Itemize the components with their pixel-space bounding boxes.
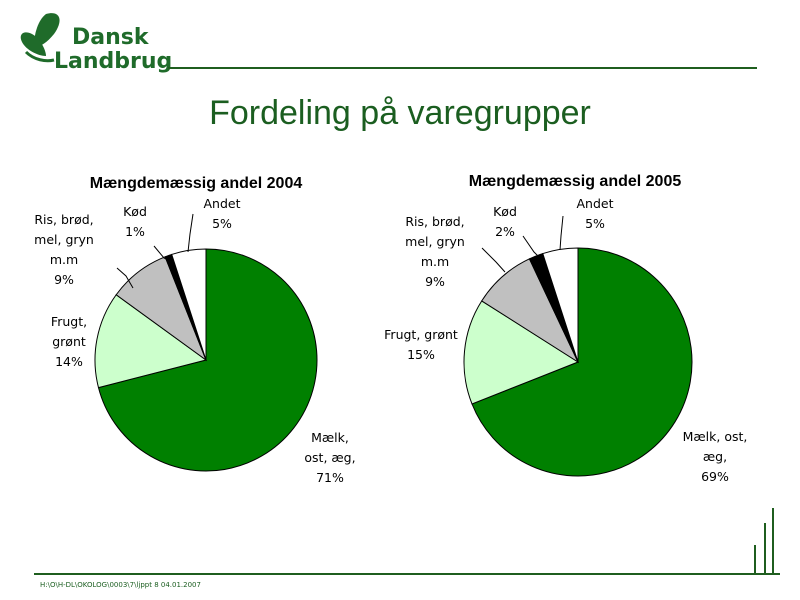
leader-line-andet bbox=[559, 215, 564, 251]
data-label-ris: m.m bbox=[50, 252, 78, 267]
decor-bar-1 bbox=[754, 545, 756, 573]
data-label-andet: 5% bbox=[585, 216, 605, 231]
logo-text-line2: Landbrug bbox=[54, 49, 173, 74]
page-title: Fordeling på varegrupper bbox=[209, 94, 591, 132]
data-label-maelk: 71% bbox=[316, 470, 344, 485]
footer-path-text: H:\O\H-DL\OKOLOG\0003\7\ljppt 8 04.01.20… bbox=[40, 581, 201, 589]
pie-chart-2004: Mængdemæssig andel 2004 Mælk, ost, æg, 71% F… bbox=[34, 175, 355, 485]
slice-maelk bbox=[97, 248, 318, 472]
data-label-andet: 5% bbox=[212, 216, 232, 231]
header-rule bbox=[168, 67, 757, 69]
leader-line-koed bbox=[153, 245, 173, 263]
data-label-maelk: ost, æg, bbox=[304, 450, 355, 465]
data-label-maelk: Mælk, ost, bbox=[683, 429, 748, 444]
data-label-maelk: Mælk, bbox=[311, 430, 349, 445]
data-label-ris: mel, gryn bbox=[34, 232, 94, 247]
slice-frugt bbox=[463, 300, 580, 405]
data-label-frugt: Frugt, bbox=[51, 314, 87, 329]
data-label-frugt: Frugt, grønt bbox=[384, 327, 458, 342]
decor-bar-2 bbox=[764, 523, 766, 573]
data-label-ris: mel, gryn bbox=[405, 234, 465, 249]
data-label-ris: m.m bbox=[421, 254, 449, 269]
leader-line-ris bbox=[481, 247, 506, 273]
data-label-koed: Kød bbox=[493, 204, 517, 219]
data-label-frugt: grønt bbox=[52, 334, 86, 349]
data-label-koed: 1% bbox=[125, 224, 145, 239]
leader-line-koed bbox=[522, 235, 543, 261]
data-label-ris: Ris, brød, bbox=[405, 214, 464, 229]
data-label-koed: 2% bbox=[495, 224, 515, 239]
slice-frugt bbox=[94, 294, 208, 389]
pie-chart-2005: Mængdemæssig andel 2005 Mælk, ost, æg, 69% F… bbox=[384, 173, 747, 484]
data-label-maelk: æg, bbox=[703, 449, 727, 464]
footer-rule bbox=[34, 573, 780, 575]
decor-bar-3 bbox=[772, 508, 774, 573]
data-label-ris: 9% bbox=[425, 274, 445, 289]
data-label-andet: Andet bbox=[577, 196, 614, 211]
chart-title: Mængdemæssig andel 2004 bbox=[90, 175, 303, 192]
slice-maelk bbox=[471, 247, 693, 477]
data-label-maelk: 69% bbox=[701, 469, 729, 484]
data-label-andet: Andet bbox=[204, 196, 241, 211]
data-label-koed: Kød bbox=[123, 204, 147, 219]
data-label-ris: Ris, brød, bbox=[34, 212, 93, 227]
leaf-logo-icon bbox=[20, 13, 60, 63]
logo-text-line1: Dansk bbox=[72, 25, 149, 50]
data-label-frugt: 14% bbox=[55, 354, 83, 369]
chart-title: Mængdemæssig andel 2005 bbox=[469, 173, 682, 190]
dansk-landbrug-logo: Dansk Landbrug bbox=[16, 10, 176, 80]
data-label-frugt: 15% bbox=[407, 347, 435, 362]
leader-line-andet bbox=[187, 213, 194, 253]
leader-line-ris bbox=[116, 267, 134, 289]
data-label-ris: 9% bbox=[54, 272, 74, 287]
